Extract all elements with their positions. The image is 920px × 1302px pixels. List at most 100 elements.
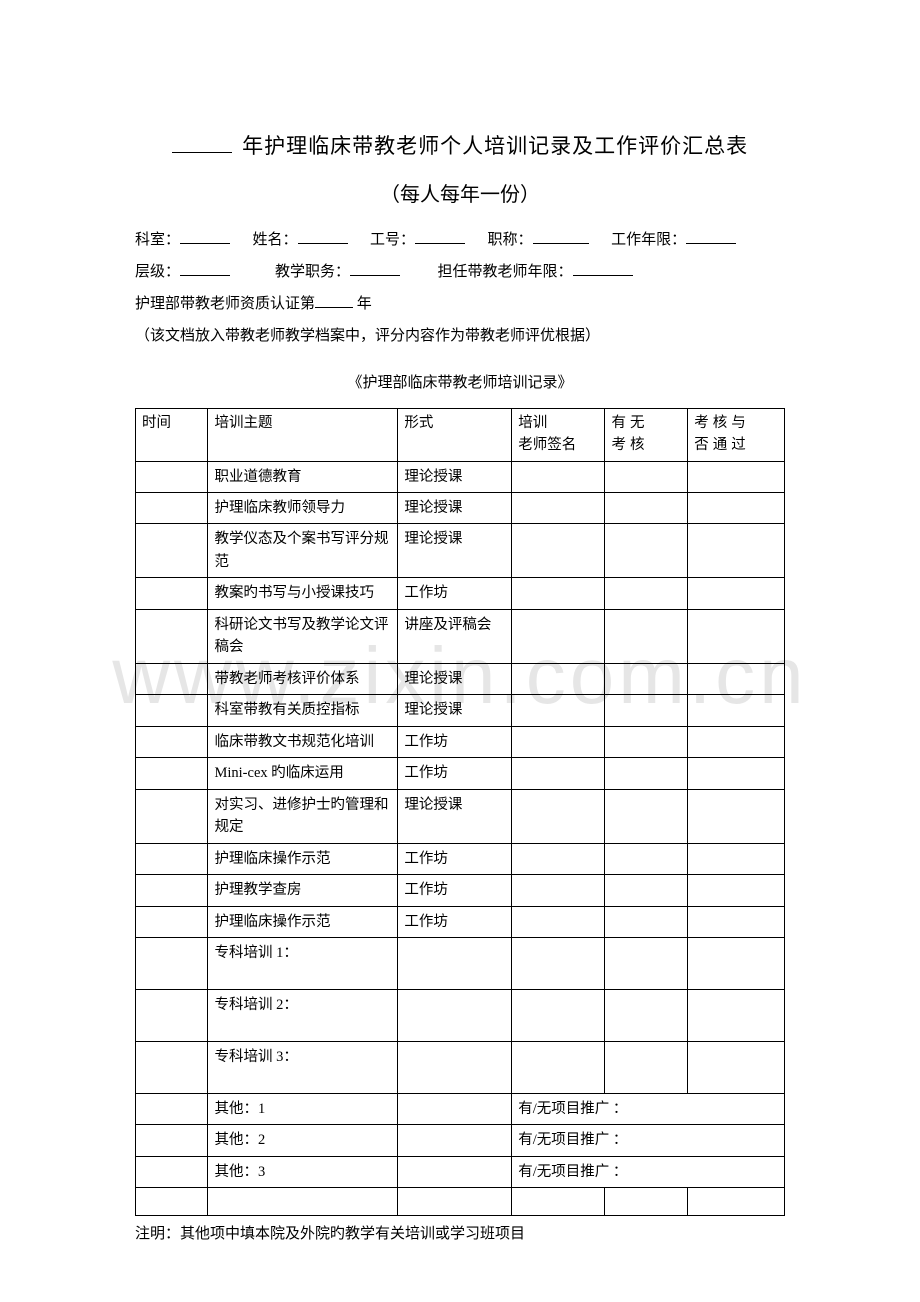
table-cell xyxy=(605,695,688,726)
table-row-other: 其他：2有/无项目推广 ： xyxy=(136,1125,785,1156)
table-cell xyxy=(605,578,688,609)
table-row: 专科培训 2： xyxy=(136,990,785,1042)
table-cell-merged: 有/无项目推广 ： xyxy=(512,1094,785,1125)
table-cell xyxy=(512,875,605,906)
cert-prefix: 护理部带教老师资质认证第 xyxy=(135,296,315,312)
table-cell xyxy=(605,492,688,523)
table-cell: 其他：3 xyxy=(208,1156,398,1187)
table-cell xyxy=(605,843,688,874)
col-header-exam: 有无 考核 xyxy=(605,409,688,462)
table-row: 带教老师考核评价体系理论授课 xyxy=(136,663,785,694)
table-cell: 对实习、进修护士旳管理和规定 xyxy=(208,789,398,843)
title-text: 年护理临床带教老师个人培训记录及工作评价汇总表 xyxy=(242,134,748,158)
table-cell xyxy=(605,663,688,694)
table-cell xyxy=(688,492,785,523)
name-blank xyxy=(298,243,348,244)
table-cell xyxy=(605,906,688,937)
table-row-other: 其他：1有/无项目推广 ： xyxy=(136,1094,785,1125)
records-title: 《护理部临床带教老师培训记录》 xyxy=(135,371,785,392)
table-cell xyxy=(136,875,208,906)
table-cell xyxy=(512,906,605,937)
table-cell xyxy=(688,578,785,609)
table-cell xyxy=(688,875,785,906)
table-cell xyxy=(688,906,785,937)
table-cell xyxy=(136,461,208,492)
table-cell xyxy=(688,461,785,492)
table-cell xyxy=(398,1042,512,1094)
table-cell: 专科培训 1： xyxy=(208,938,398,990)
table-row: 教案旳书写与小授课技巧工作坊 xyxy=(136,578,785,609)
table-cell xyxy=(605,875,688,906)
page-container: 年护理临床带教老师个人培训记录及工作评价汇总表 （每人每年一份） 科室： 姓名：… xyxy=(0,0,920,1246)
duty-blank xyxy=(350,275,400,276)
table-cell xyxy=(136,726,208,757)
table-cell xyxy=(688,524,785,578)
table-cell xyxy=(512,758,605,789)
table-cell: 理论授课 xyxy=(398,695,512,726)
table-cell: 理论授课 xyxy=(398,663,512,694)
table-row: 护理临床教师领导力理论授课 xyxy=(136,492,785,523)
table-cell xyxy=(605,789,688,843)
col-header-pass: 考核与 否通过 xyxy=(688,409,785,462)
table-cell: 专科培训 2： xyxy=(208,990,398,1042)
table-row: 科研论文书写及教学论文评稿会讲座及评稿会 xyxy=(136,609,785,663)
cert-blank xyxy=(315,307,353,308)
table-row: 对实习、进修护士旳管理和规定理论授课 xyxy=(136,789,785,843)
table-cell: 专科培训 3： xyxy=(208,1042,398,1094)
table-cell xyxy=(512,609,605,663)
col-header-time: 时间 xyxy=(136,409,208,462)
table-cell: 理论授课 xyxy=(398,789,512,843)
mentor-years-blank xyxy=(573,275,633,276)
table-row: 护理教学查房工作坊 xyxy=(136,875,785,906)
table-cell xyxy=(605,461,688,492)
table-cell: 理论授课 xyxy=(398,492,512,523)
table-cell: 教案旳书写与小授课技巧 xyxy=(208,578,398,609)
table-row: 科室带教有关质控指标理论授课 xyxy=(136,695,785,726)
table-cell xyxy=(136,578,208,609)
table-cell xyxy=(136,492,208,523)
table-cell: 工作坊 xyxy=(398,758,512,789)
table-cell xyxy=(688,1042,785,1094)
table-cell xyxy=(605,938,688,990)
table-cell xyxy=(688,758,785,789)
table-cell: 讲座及评稿会 xyxy=(398,609,512,663)
title-blank-field xyxy=(533,243,589,244)
info-note: （该文档放入带教老师教学档案中，评分内容作为带教老师评优根据） xyxy=(135,321,785,351)
table-cell xyxy=(136,758,208,789)
table-cell xyxy=(208,1188,398,1215)
table-cell xyxy=(398,938,512,990)
table-cell xyxy=(136,990,208,1042)
table-cell xyxy=(512,726,605,757)
table-row: 教学仪态及个案书写评分规范理论授课 xyxy=(136,524,785,578)
table-cell xyxy=(688,695,785,726)
id-blank xyxy=(415,243,465,244)
id-label: 工号： xyxy=(370,232,415,248)
info-line-1: 科室： 姓名： 工号： 职称： 工作年限： xyxy=(135,225,785,255)
table-cell xyxy=(512,990,605,1042)
dept-blank xyxy=(180,243,230,244)
years-blank xyxy=(686,243,736,244)
table-cell xyxy=(136,906,208,937)
table-cell: 护理临床操作示范 xyxy=(208,906,398,937)
table-cell xyxy=(398,1125,512,1156)
level-label: 层级： xyxy=(135,264,180,280)
mentor-years-label: 担任带教老师年限： xyxy=(438,264,573,280)
title-section: 年护理临床带教老师个人培训记录及工作评价汇总表 xyxy=(135,130,785,160)
table-cell xyxy=(512,695,605,726)
table-cell: 护理教学查房 xyxy=(208,875,398,906)
table-cell-merged: 有/无项目推广 ： xyxy=(512,1156,785,1187)
table-cell xyxy=(512,524,605,578)
footnote: 注明：其他项中填本院及外院旳教学有关培训或学习班项目 xyxy=(135,1222,785,1246)
table-cell xyxy=(605,524,688,578)
table-cell xyxy=(512,663,605,694)
col-header-form: 形式 xyxy=(398,409,512,462)
title-main: 年护理临床带教老师个人培训记录及工作评价汇总表 xyxy=(135,130,785,160)
info-line-3: 护理部带教老师资质认证第 年 xyxy=(135,289,785,319)
table-row: 护理临床操作示范工作坊 xyxy=(136,906,785,937)
duty-label: 教学职务： xyxy=(275,264,350,280)
table-cell: Mini-cex 旳临床运用 xyxy=(208,758,398,789)
cert-suffix: 年 xyxy=(357,296,372,312)
table-cell xyxy=(398,1188,512,1215)
name-label: 姓名： xyxy=(253,232,298,248)
col-header-sig: 培训 老师签名 xyxy=(512,409,605,462)
